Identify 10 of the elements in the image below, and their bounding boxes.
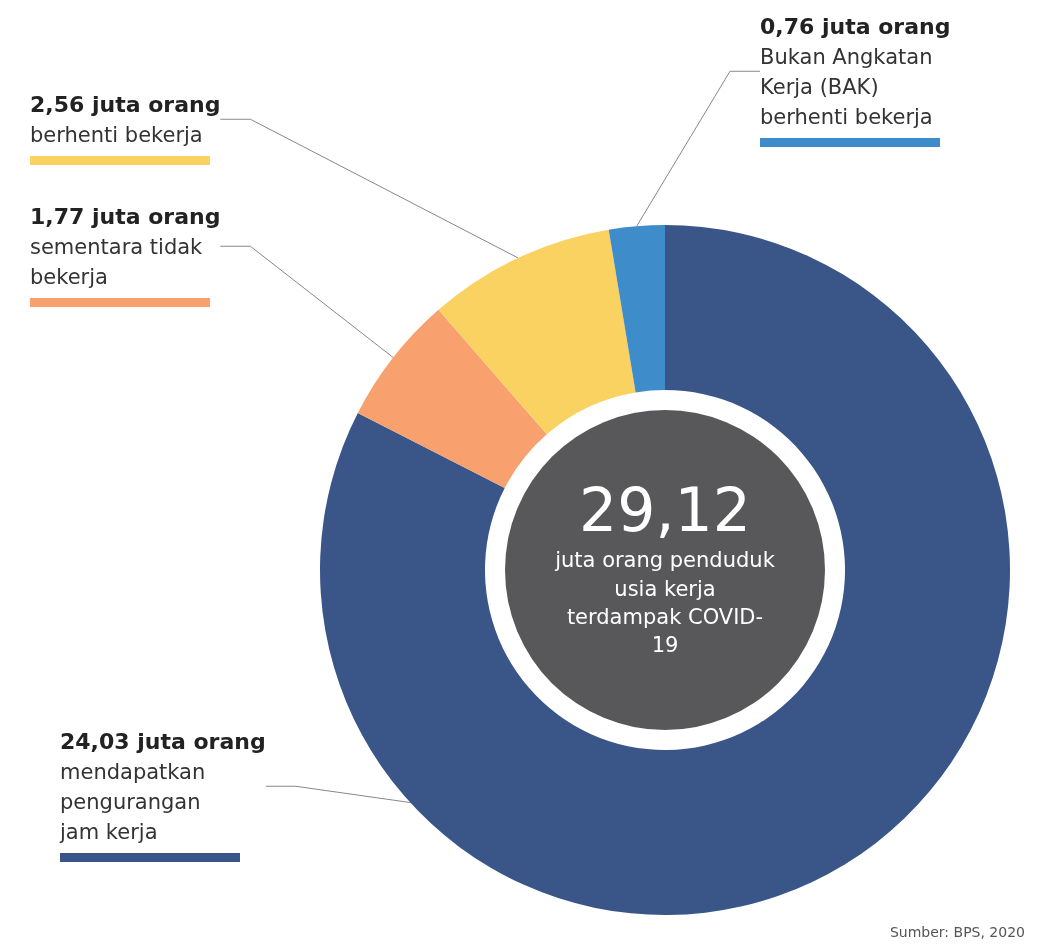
- text: Sumber: BPS, 2020: [889, 924, 1025, 940]
- slice-label: mendapatkan pengurangan jam kerja: [59, 760, 206, 844]
- slice-label: berhenti bekerja: [30, 123, 203, 147]
- center-disc: 29,12 juta orang penduduk usia kerja terdampak COVID-19: [505, 410, 825, 730]
- data-label: 0,76 juta orang: [760, 13, 951, 39]
- data-label: 24,03 juta orang: [60, 728, 266, 754]
- data-label: 2,56 juta orang: [30, 91, 221, 117]
- slice-label: Bukan Angkatan Kerja (BAK) berhenti bekerja: [760, 45, 933, 129]
- slice-label: sementara tidak bekerja: [30, 235, 204, 289]
- data-label: 1,77 juta orang: [30, 203, 221, 229]
